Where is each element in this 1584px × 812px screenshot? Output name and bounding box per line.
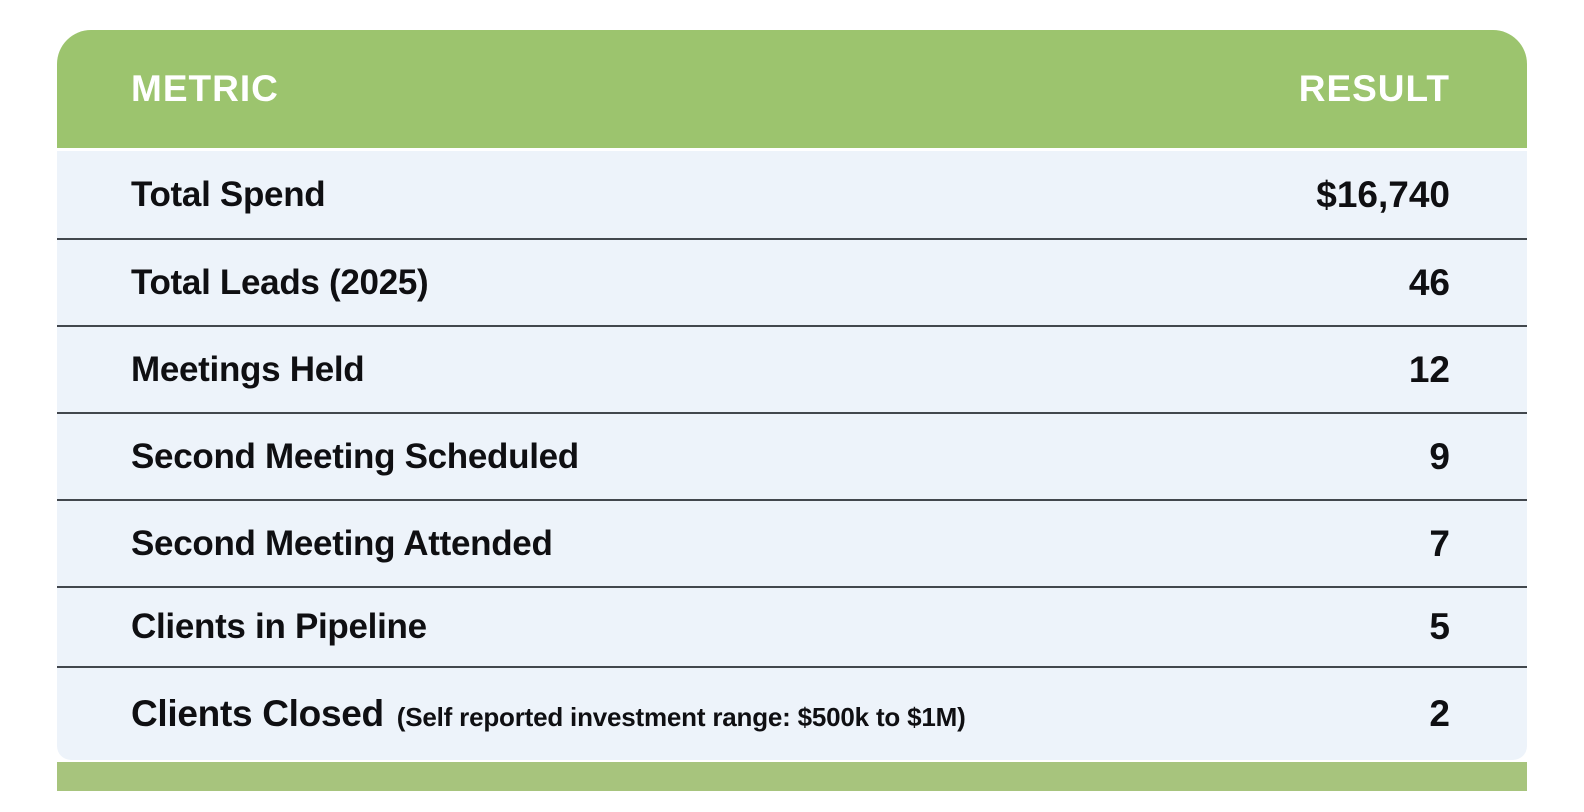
- table-row: Second Meeting Scheduled 9: [57, 412, 1527, 499]
- metric-label-group: Clients Closed (Self reported investment…: [131, 693, 966, 735]
- result-value: 7: [1429, 522, 1450, 564]
- metric-label: Clients Closed: [131, 693, 384, 734]
- result-value: $16,740: [1316, 173, 1450, 215]
- table-body: Total Spend $16,740 Total Leads (2025) 4…: [57, 151, 1527, 760]
- result-column-header: RESULT: [1298, 68, 1450, 109]
- metric-label: Clients in Pipeline: [131, 607, 427, 646]
- table-row: Clients Closed (Self reported investment…: [57, 666, 1527, 760]
- table-row: Clients in Pipeline 5: [57, 586, 1527, 666]
- table-header-row: METRIC RESULT: [57, 30, 1527, 148]
- table-row: Meetings Held 12: [57, 325, 1527, 412]
- table-row: Total Spend $16,740: [57, 151, 1527, 238]
- metric-label: Second Meeting Scheduled: [131, 436, 579, 476]
- result-value: 46: [1408, 261, 1450, 303]
- metric-column-header: METRIC: [131, 68, 279, 109]
- result-value: 2: [1429, 693, 1450, 734]
- metric-label: Second Meeting Attended: [131, 523, 553, 563]
- metrics-results-table: METRIC RESULT Total Spend $16,740 Total …: [57, 30, 1527, 791]
- result-value: 5: [1429, 606, 1450, 647]
- table-row: Second Meeting Attended 7: [57, 499, 1527, 586]
- result-value: 12: [1408, 348, 1450, 390]
- table-footer-bar: [57, 762, 1527, 791]
- table-row: Total Leads (2025) 46: [57, 238, 1527, 325]
- metric-label: Total Spend: [131, 174, 326, 214]
- result-value: 9: [1429, 435, 1450, 477]
- metric-label: Meetings Held: [131, 349, 365, 389]
- metric-label: Total Leads (2025): [131, 262, 429, 302]
- metric-note: (Self reported investment range: $500k t…: [396, 702, 966, 732]
